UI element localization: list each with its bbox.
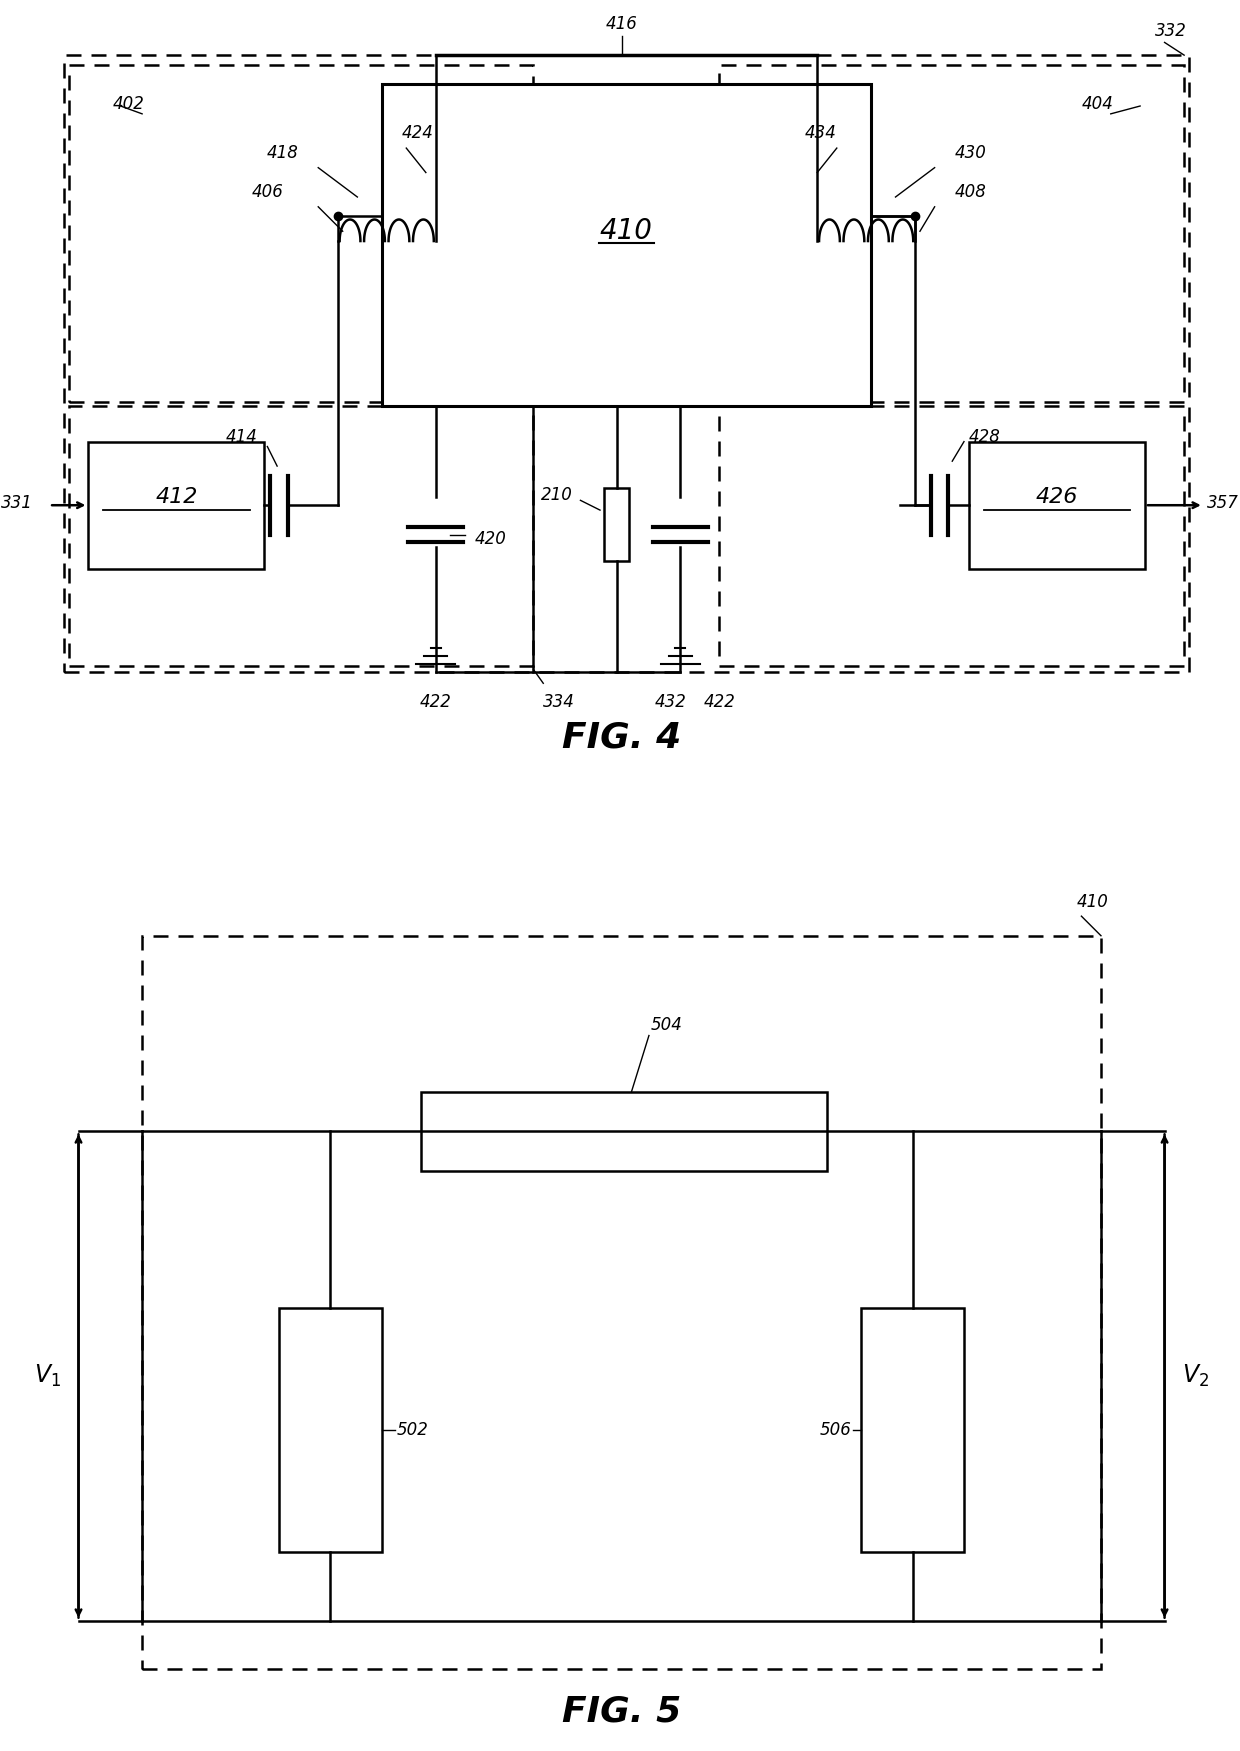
Text: 410: 410: [600, 217, 653, 245]
Bar: [719, 406, 1184, 665]
Text: 414: 414: [226, 427, 258, 447]
Bar: [279, 1308, 382, 1551]
Text: 504: 504: [651, 1016, 683, 1033]
Bar: [88, 441, 264, 569]
Text: 408: 408: [955, 184, 986, 201]
Text: 332: 332: [1154, 23, 1187, 40]
Bar: [420, 1093, 827, 1171]
Text: 210: 210: [541, 487, 573, 504]
Text: FIG. 5: FIG. 5: [562, 1693, 681, 1728]
Text: 410: 410: [1076, 893, 1109, 911]
Text: 422: 422: [703, 693, 735, 711]
Text: 506: 506: [820, 1420, 852, 1439]
Text: 412: 412: [155, 487, 197, 508]
Bar: [68, 406, 533, 665]
Bar: [604, 489, 629, 562]
Text: FIG. 4: FIG. 4: [562, 720, 681, 755]
Bar: [63, 54, 1189, 672]
Text: 416: 416: [605, 14, 637, 33]
Text: $V_1$: $V_1$: [33, 1362, 61, 1389]
Text: 422: 422: [419, 693, 451, 711]
Bar: [968, 441, 1145, 569]
Bar: [68, 65, 533, 401]
Bar: [382, 84, 870, 406]
Text: 428: 428: [968, 427, 1001, 447]
Text: 357: 357: [1207, 494, 1239, 513]
Text: 426: 426: [1035, 487, 1078, 508]
Text: 434: 434: [805, 124, 837, 142]
Text: 334: 334: [543, 693, 575, 711]
Text: 424: 424: [402, 124, 433, 142]
Text: 420: 420: [475, 531, 507, 548]
Text: 430: 430: [955, 144, 986, 163]
Text: $V_2$: $V_2$: [1182, 1362, 1209, 1389]
Text: 502: 502: [397, 1420, 428, 1439]
Text: 402: 402: [113, 95, 145, 114]
Bar: [862, 1308, 963, 1551]
Bar: [719, 65, 1184, 401]
Text: 432: 432: [655, 693, 687, 711]
Bar: [143, 935, 1101, 1669]
Text: 418: 418: [267, 144, 299, 163]
Text: 331: 331: [1, 494, 32, 513]
Text: 404: 404: [1081, 95, 1114, 114]
Text: 406: 406: [252, 184, 284, 201]
